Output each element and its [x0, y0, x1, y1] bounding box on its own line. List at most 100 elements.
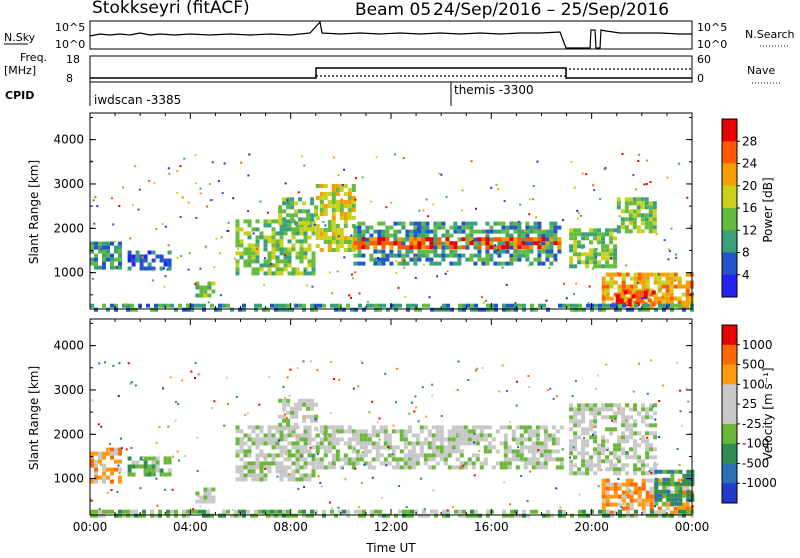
velocity-echo-point	[129, 382, 132, 385]
power-echo-cell	[351, 248, 356, 252]
power-echo-cell	[369, 237, 374, 242]
velocity-echo-cell	[451, 465, 456, 470]
velocity-echo-cell	[359, 437, 364, 442]
power-echo-point	[341, 184, 344, 187]
power-echo-cell	[286, 205, 291, 210]
power-echo-cell	[163, 262, 168, 267]
power-echo-cell	[90, 257, 94, 262]
cpid-entry-1: iwdscan -3385	[94, 93, 181, 107]
velocity-echo-cell	[609, 502, 614, 507]
power-echo-point	[403, 266, 406, 269]
power-echo-cell	[648, 213, 653, 218]
velocity-echo-cell	[282, 414, 287, 419]
x-tick-label: 20:00	[574, 520, 609, 534]
velocity-echo-cell	[279, 469, 284, 474]
power-echo-cell	[677, 280, 682, 285]
power-echo-point	[337, 235, 340, 238]
velocity-echo-cell	[593, 471, 598, 476]
velocity-colorbar-segment	[722, 384, 737, 405]
noise-tick-top-left: 10^5	[55, 21, 85, 34]
velocity-echo-cell	[559, 461, 564, 466]
power-echo-cell	[465, 241, 470, 246]
power-echo-cell	[287, 255, 292, 260]
power-echo-cell	[199, 293, 204, 298]
power-echo-cell	[282, 307, 286, 312]
velocity-echo-cell	[279, 453, 284, 458]
power-echo-cell	[620, 225, 625, 230]
power-colorbar-tick-label: 20	[742, 179, 757, 193]
velocity-echo-cell	[307, 437, 312, 442]
power-echo-point	[596, 239, 598, 242]
velocity-echo-cell	[613, 494, 618, 499]
velocity-echo-cell	[585, 443, 590, 448]
velocity-echo-cell	[463, 429, 468, 434]
velocity-echo-point	[172, 455, 174, 458]
velocity-echo-cell	[395, 465, 400, 470]
velocity-echo-cell	[507, 445, 512, 450]
velocity-echo-cell	[625, 427, 630, 432]
velocity-echo-cell	[677, 506, 682, 511]
velocity-echo-cell	[455, 425, 460, 430]
velocity-echo-cell	[122, 513, 126, 518]
velocity-echo-cell	[411, 465, 416, 470]
power-echo-cell	[278, 205, 283, 210]
power-echo-cell	[199, 285, 204, 290]
power-echo-point	[206, 205, 209, 208]
velocity-echo-cell	[271, 453, 276, 458]
velocity-echo-cell	[303, 433, 308, 438]
velocity-echo-cell	[641, 435, 646, 440]
power-echo-point	[427, 215, 430, 218]
power-echo-cell	[323, 192, 328, 196]
power-echo-cell	[307, 271, 312, 276]
velocity-echo-cell	[118, 475, 122, 480]
velocity-echo-cell	[271, 461, 276, 466]
power-echo-cell	[661, 296, 666, 301]
velocity-echo-cell	[335, 453, 340, 458]
power-echo-cell	[510, 307, 514, 312]
velocity-echo-cell	[419, 429, 424, 434]
velocity-echo-cell	[641, 419, 646, 424]
velocity-echo-cell	[598, 509, 602, 514]
power-echo-point	[138, 188, 141, 191]
velocity-echo-cell	[617, 411, 622, 416]
velocity-echo-cell	[613, 482, 618, 487]
power-echo-point	[575, 282, 578, 285]
power-echo-cell	[335, 236, 340, 240]
velocity-echo-point	[378, 417, 381, 420]
velocity-echo-cell	[387, 441, 392, 446]
velocity-echo-cell	[371, 433, 376, 438]
power-echo-cell	[295, 239, 300, 244]
velocity-echo-cell	[242, 513, 246, 518]
velocity-echo-point	[691, 505, 694, 508]
velocity-echo-point	[456, 389, 459, 391]
velocity-echo-cell	[543, 433, 548, 438]
power-echo-point	[669, 250, 671, 253]
power-echo-cell	[613, 264, 618, 269]
velocity-echo-cell	[426, 513, 430, 518]
velocity-echo-cell	[601, 478, 606, 483]
power-echo-point	[180, 255, 183, 258]
velocity-echo-cell	[597, 467, 602, 472]
velocity-echo-point	[520, 460, 522, 463]
velocity-echo-cell	[314, 414, 319, 419]
velocity-echo-cell	[347, 437, 352, 442]
velocity-echo-cell	[351, 437, 356, 442]
velocity-echo-cell	[605, 455, 610, 460]
velocity-echo-cell	[322, 513, 326, 518]
velocity-echo-point	[358, 506, 361, 509]
velocity-echo-point	[112, 364, 115, 367]
velocity-echo-cell	[562, 513, 566, 518]
velocity-echo-cell	[577, 411, 582, 416]
velocity-echo-cell	[674, 485, 679, 490]
power-echo-cell	[98, 249, 102, 254]
power-echo-cell	[267, 271, 272, 276]
velocity-echo-cell	[442, 509, 446, 514]
velocity-echo-cell	[662, 469, 667, 474]
velocity-echo-point	[529, 470, 532, 473]
velocity-echo-cell	[665, 486, 670, 491]
power-echo-cell	[569, 244, 574, 249]
power-echo-cell	[474, 303, 478, 308]
nsky-label: N.Sky	[4, 31, 36, 44]
power-echo-cell	[509, 237, 514, 242]
power-echo-cell	[425, 229, 430, 234]
